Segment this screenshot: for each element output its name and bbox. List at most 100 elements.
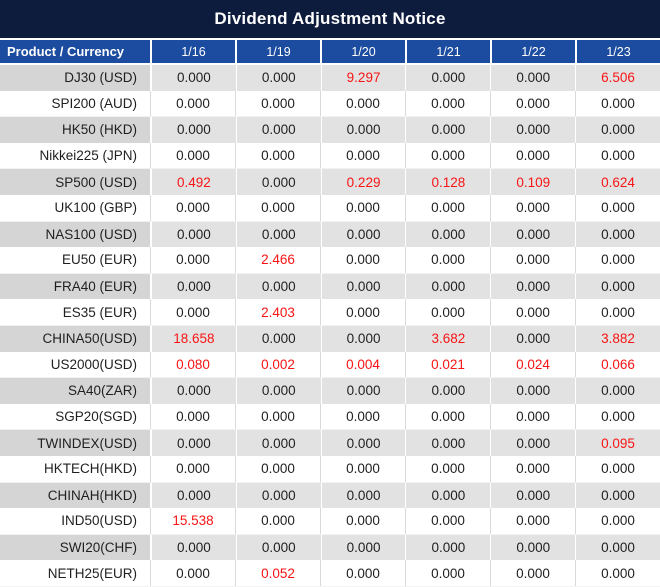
value-cell: 0.000 bbox=[235, 142, 320, 169]
value-cell: 0.000 bbox=[405, 273, 491, 300]
product-cell: FRA40 (EUR) bbox=[0, 273, 150, 300]
value-cell: 0.000 bbox=[150, 90, 235, 117]
table-row: HK50 (HKD) 0.000 0.000 0.000 0.000 0.000 0.000 bbox=[0, 117, 660, 143]
value-cell: 0.021 bbox=[405, 351, 490, 378]
column-header-date: 1/20 bbox=[320, 40, 405, 63]
value-cell: 0.000 bbox=[405, 482, 491, 509]
product-cell: CHINA50(USD) bbox=[0, 325, 150, 352]
value-cell: 0.000 bbox=[575, 90, 660, 117]
value-cell: 0.000 bbox=[575, 273, 660, 300]
value-cell: 0.000 bbox=[235, 534, 321, 561]
value-cell: 0.052 bbox=[235, 560, 320, 586]
product-cell: SGP20(SGD) bbox=[0, 403, 150, 430]
product-cell: TWINDEX(USD) bbox=[0, 430, 150, 456]
value-cell: 0.000 bbox=[150, 534, 236, 561]
table-body: DJ30 (USD) 0.000 0.000 9.297 0.000 0.000 6.506… bbox=[0, 65, 660, 587]
value-cell: 0.066 bbox=[575, 351, 660, 378]
value-cell: 0.095 bbox=[575, 430, 660, 456]
value-cell: 0.000 bbox=[575, 299, 660, 325]
value-cell: 0.000 bbox=[150, 65, 236, 91]
product-cell: IND50(USD) bbox=[0, 508, 150, 534]
value-cell: 15.538 bbox=[150, 508, 235, 534]
value-cell: 0.000 bbox=[320, 273, 406, 300]
value-cell: 0.000 bbox=[405, 194, 490, 221]
value-cell: 0.004 bbox=[320, 351, 405, 378]
table-row: ES35 (EUR) 0.000 2.403 0.000 0.000 0.000 0.000 bbox=[0, 299, 660, 326]
value-cell: 0.000 bbox=[320, 430, 406, 456]
value-cell: 0.000 bbox=[235, 90, 320, 117]
value-cell: 0.080 bbox=[150, 351, 235, 378]
table-row: CHINA50(USD) 18.658 0.000 0.000 3.682 0.000 3.… bbox=[0, 325, 660, 352]
column-header-date: 1/22 bbox=[490, 40, 575, 63]
product-cell: SP500 (USD) bbox=[0, 169, 150, 195]
table-row: SWI20(CHF) 0.000 0.000 0.000 0.000 0.000 0.000 bbox=[0, 534, 660, 561]
value-cell: 0.000 bbox=[575, 142, 660, 169]
value-cell: 9.297 bbox=[320, 65, 406, 91]
value-cell: 3.682 bbox=[405, 325, 491, 352]
table-row: SGP20(SGD) 0.000 0.000 0.000 0.000 0.000 0.000 bbox=[0, 403, 660, 431]
value-cell: 0.000 bbox=[320, 90, 405, 117]
value-cell: 0.000 bbox=[320, 560, 405, 586]
value-cell: 0.000 bbox=[150, 430, 236, 456]
value-cell: 0.492 bbox=[150, 169, 236, 195]
value-cell: 0.229 bbox=[320, 169, 406, 195]
value-cell: 0.000 bbox=[320, 142, 405, 169]
value-cell: 0.000 bbox=[405, 117, 491, 143]
value-cell: 0.000 bbox=[575, 482, 660, 509]
value-cell: 0.000 bbox=[320, 378, 406, 404]
value-cell: 6.506 bbox=[575, 65, 660, 91]
value-cell: 0.000 bbox=[150, 482, 236, 509]
product-cell: SA40(ZAR) bbox=[0, 378, 150, 404]
column-header-date: 1/21 bbox=[405, 40, 490, 63]
value-cell: 0.024 bbox=[490, 351, 575, 378]
table-row: DJ30 (USD) 0.000 0.000 9.297 0.000 0.000 6.506 bbox=[0, 65, 660, 91]
value-cell: 0.000 bbox=[490, 194, 575, 221]
product-cell: SPI200 (AUD) bbox=[0, 90, 150, 117]
product-cell: EU50 (EUR) bbox=[0, 247, 150, 273]
value-cell: 0.000 bbox=[405, 221, 491, 248]
value-cell: 0.000 bbox=[575, 403, 660, 430]
value-cell: 0.000 bbox=[320, 299, 405, 325]
value-cell: 0.000 bbox=[405, 299, 490, 325]
value-cell: 0.000 bbox=[490, 221, 576, 248]
table-row: Nikkei225 (JPN) 0.000 0.000 0.000 0.000 0.000… bbox=[0, 142, 660, 170]
value-cell: 0.000 bbox=[150, 378, 236, 404]
value-cell: 0.000 bbox=[235, 378, 321, 404]
value-cell: 0.000 bbox=[150, 273, 236, 300]
value-cell: 0.000 bbox=[235, 169, 321, 195]
value-cell: 0.000 bbox=[490, 117, 576, 143]
product-cell: DJ30 (USD) bbox=[0, 65, 150, 91]
value-cell: 0.000 bbox=[235, 325, 321, 352]
value-cell: 0.000 bbox=[320, 508, 405, 534]
value-cell: 2.403 bbox=[235, 299, 320, 325]
value-cell: 0.000 bbox=[405, 534, 491, 561]
table-row: TWINDEX(USD) 0.000 0.000 0.000 0.000 0.000 0.0… bbox=[0, 430, 660, 456]
value-cell: 0.000 bbox=[150, 455, 235, 482]
value-cell: 0.000 bbox=[235, 117, 321, 143]
notice-title: Dividend Adjustment Notice bbox=[0, 0, 660, 40]
product-cell: NETH25(EUR) bbox=[0, 560, 150, 586]
product-cell: Nikkei225 (JPN) bbox=[0, 142, 150, 169]
table-row: SA40(ZAR) 0.000 0.000 0.000 0.000 0.000 0.000 bbox=[0, 378, 660, 404]
value-cell: 18.658 bbox=[150, 325, 236, 352]
value-cell: 0.000 bbox=[405, 247, 490, 273]
value-cell: 0.000 bbox=[490, 403, 575, 430]
value-cell: 0.000 bbox=[490, 534, 576, 561]
product-cell: SWI20(CHF) bbox=[0, 534, 150, 561]
value-cell: 0.000 bbox=[575, 508, 660, 534]
value-cell: 0.000 bbox=[490, 247, 575, 273]
value-cell: 0.109 bbox=[490, 169, 576, 195]
value-cell: 0.000 bbox=[490, 455, 575, 482]
column-header-product: Product / Currency bbox=[7, 44, 125, 59]
value-cell: 0.000 bbox=[150, 403, 235, 430]
column-header-date: 1/19 bbox=[235, 40, 320, 63]
table-row: HKTECH(HKD) 0.000 0.000 0.000 0.000 0.000 0.00… bbox=[0, 455, 660, 483]
table-row: SP500 (USD) 0.492 0.000 0.229 0.128 0.109 0.62… bbox=[0, 169, 660, 195]
product-cell: ES35 (EUR) bbox=[0, 299, 150, 325]
value-cell: 0.000 bbox=[405, 430, 491, 456]
table-row: CHINAH(HKD) 0.000 0.000 0.000 0.000 0.000 0.00… bbox=[0, 482, 660, 509]
column-header-date: 1/23 bbox=[575, 40, 660, 63]
value-cell: 0.000 bbox=[490, 378, 576, 404]
value-cell: 0.000 bbox=[575, 378, 660, 404]
